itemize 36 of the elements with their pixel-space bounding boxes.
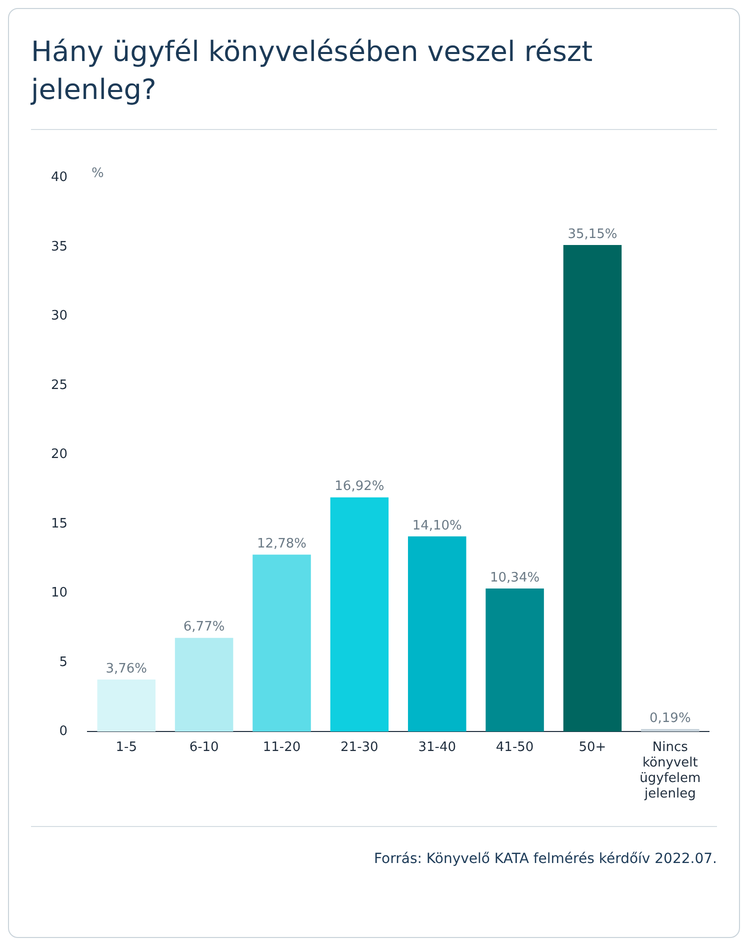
y-tick-label: 15: [50, 516, 68, 532]
data-label: 16,92%: [334, 479, 384, 494]
y-tick-label: 10: [50, 586, 68, 601]
bar: [408, 536, 466, 732]
data-label: 10,34%: [490, 570, 540, 586]
x-tick-label: 6-10: [189, 740, 219, 755]
bar: [252, 554, 311, 732]
x-tick-label: 1-5: [116, 740, 137, 755]
chart-title: Hány ügyfél könyvelésében veszel részt jelenleg?: [31, 34, 594, 108]
x-tick-label: Nincs könyvelt ügyfelem jelenleg: [640, 740, 701, 802]
y-tick-label: 20: [50, 447, 68, 462]
data-label: 6,77%: [183, 620, 225, 635]
bar: [486, 588, 544, 732]
bar: [97, 680, 156, 732]
data-label: 0,19%: [650, 710, 691, 726]
bar: [563, 244, 622, 732]
y-axis-title: %: [92, 166, 104, 182]
y-tick-label: 0: [59, 724, 68, 739]
bar: [641, 728, 700, 732]
bar: [174, 638, 234, 732]
y-tick-label: 40: [50, 170, 68, 186]
data-label: 14,10%: [412, 518, 462, 534]
x-tick-label: 21-30: [340, 740, 378, 755]
text: Forrás: Könyvelő KATA felmérés kérdőív 2022.07.: [373, 851, 717, 867]
y-tick-label: 5: [59, 654, 68, 670]
y-tick-label: 35: [50, 239, 68, 254]
data-label: 3,76%: [106, 661, 148, 676]
x-tick-label: 41-50: [496, 740, 534, 755]
x-tick-label: 50+: [578, 740, 606, 755]
y-tick-label: 25: [50, 378, 68, 393]
data-label: 35,15%: [568, 226, 618, 242]
data-label: 12,78%: [256, 536, 307, 552]
x-tick-label: 11-20: [262, 740, 301, 755]
y-tick-label: 30: [50, 308, 68, 324]
x-tick-label: 31-40: [418, 740, 456, 755]
bar: [330, 497, 389, 732]
